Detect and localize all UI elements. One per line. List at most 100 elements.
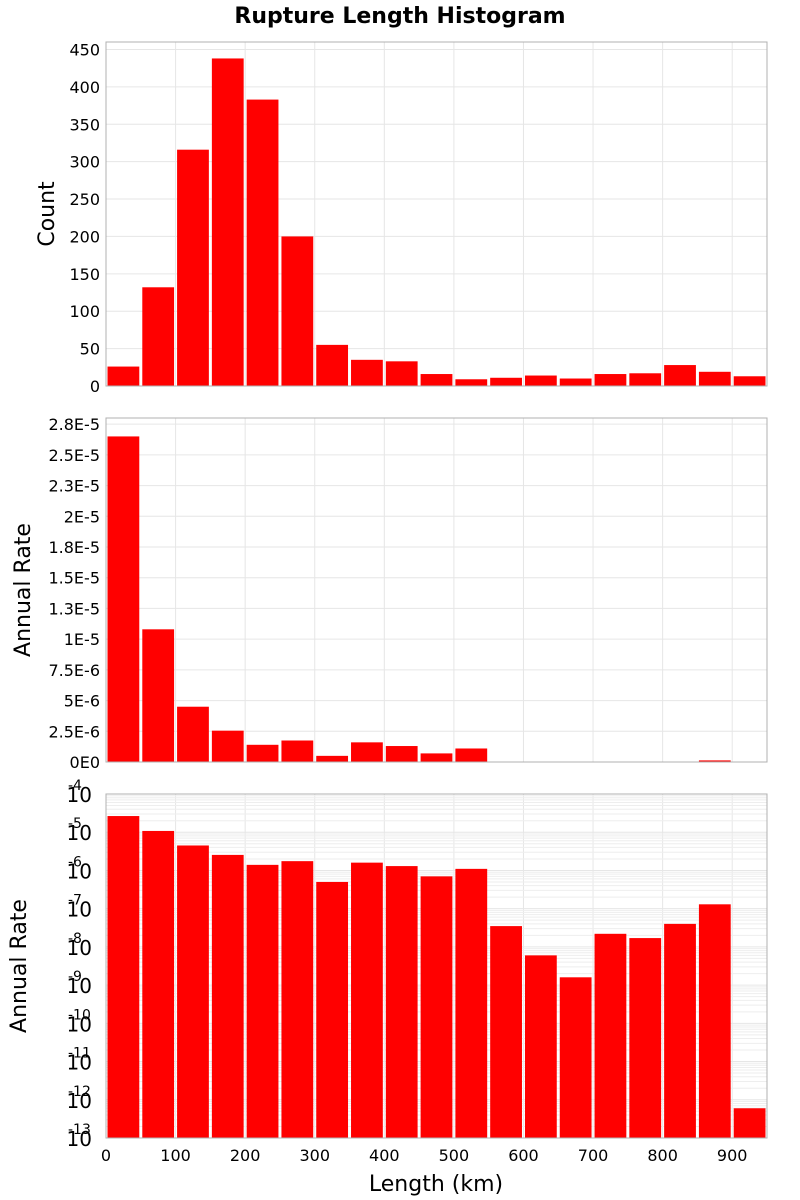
y-tick-label: 0: [90, 377, 100, 396]
y-tick-exponent: -8: [68, 931, 82, 947]
y-tick-label: 1.8E-5: [48, 538, 100, 557]
histogram-bar: [559, 378, 592, 386]
y-tick-label: 1.5E-5: [48, 569, 100, 588]
x-tick-label: 400: [369, 1146, 400, 1165]
histogram-bar: [455, 379, 488, 386]
plot-border: [105, 41, 768, 387]
y-tick-label: 2E-5: [64, 507, 100, 526]
y-tick-label: 350: [69, 115, 100, 134]
x-tick-label: 100: [160, 1146, 191, 1165]
y-tick-label: 2.5E-5: [48, 446, 100, 465]
y-tick-label: 10: [67, 936, 92, 960]
x-axis-ticks: 0 100 200 300 400 500 600 700 800 900: [101, 1146, 748, 1165]
y-axis-label: Annual Rate: [7, 899, 32, 1033]
histogram-bar: [177, 845, 209, 1138]
histogram-bar: [664, 365, 696, 386]
y-tick-label: 2.3E-5: [48, 477, 100, 496]
histogram-bar: [698, 760, 731, 762]
y-tick-exponent: -5: [68, 816, 82, 832]
y-axis-label: Annual Rate: [11, 523, 36, 657]
histogram-bar: [351, 742, 383, 762]
y-tick-label: 1E-5: [64, 630, 100, 649]
y-tick-label: 10: [67, 1127, 92, 1151]
y-tick-label: 400: [69, 78, 100, 97]
histogram-bar: [246, 864, 279, 1138]
y-tick-label: 10: [67, 1089, 92, 1113]
y-tick-label: 10: [67, 898, 92, 922]
y-tick-label: 10: [67, 974, 92, 998]
histogram-bar: [524, 375, 557, 386]
histogram-bar: [385, 746, 418, 762]
histogram-bar: [385, 866, 418, 1138]
x-tick-label: 600: [508, 1146, 539, 1165]
histogram-bar: [733, 1108, 766, 1138]
y-tick-label: 10: [67, 859, 92, 883]
histogram-bar: [281, 861, 314, 1138]
histogram-bar: [559, 977, 592, 1138]
y-tick-label: 150: [69, 265, 100, 284]
histogram-bar: [455, 748, 488, 762]
y-tick-label: 2.5E-6: [48, 722, 100, 741]
histogram-bar: [107, 366, 140, 386]
histogram-bar: [420, 374, 453, 386]
x-tick-label: 300: [299, 1146, 330, 1165]
histogram-bar: [142, 629, 175, 762]
y-tick-exponent: -4: [68, 778, 82, 794]
y-tick-label: 250: [69, 190, 100, 209]
y-tick-label: 10: [67, 1012, 92, 1036]
histogram-bar: [281, 740, 314, 762]
histogram-bar: [594, 374, 627, 386]
histogram-bar: [107, 436, 140, 762]
y-tick-label: 5E-6: [64, 692, 100, 711]
histogram-bar: [524, 955, 557, 1138]
x-tick-label: 200: [230, 1146, 261, 1165]
y-tick-label: 100: [69, 302, 100, 321]
annual-rate-linear-panel: 0E0 2.5E-6 5E-6 7.5E-6 1E-5 1.3E-5 1.5E-5 1.8E-…: [11, 415, 768, 772]
histogram-bar: [177, 706, 209, 762]
histogram-bar: [211, 730, 244, 762]
histogram-bar: [316, 881, 349, 1138]
histogram-bar: [211, 854, 244, 1138]
plot-border: [105, 417, 768, 763]
x-tick-label: 0: [101, 1146, 111, 1165]
plot-area: [106, 418, 767, 762]
y-tick-label: 2.8E-5: [48, 415, 100, 434]
histogram-bar: [351, 862, 383, 1138]
histogram-bar: [698, 371, 731, 386]
y-tick-label: 1.3E-5: [48, 599, 100, 618]
count-panel: 0 50 100 150 200 250 300 350 400 450 Count: [35, 40, 768, 396]
histogram-bar: [455, 868, 488, 1138]
histogram-bar: [211, 58, 244, 386]
y-tick-label: 7.5E-6: [48, 661, 100, 680]
histogram-bar: [142, 287, 175, 386]
y-tick-label: 10: [67, 821, 92, 845]
y-tick-label: 300: [69, 153, 100, 172]
histogram-bar: [664, 923, 696, 1138]
histogram-bar: [698, 904, 731, 1138]
annual-rate-log-panel: 10-1310-1210-1110-1010-910-810-710-610-5…: [7, 778, 768, 1151]
histogram-bar: [142, 830, 175, 1138]
x-tick-label: 500: [439, 1146, 470, 1165]
histogram-bar: [316, 755, 349, 762]
y-tick-label: 450: [69, 40, 100, 59]
histogram-bar: [351, 359, 383, 386]
x-axis-label: Length (km): [369, 1172, 503, 1197]
histogram-bar: [246, 99, 279, 386]
histogram-bar: [490, 926, 522, 1138]
histogram-bar: [490, 377, 522, 386]
x-tick-label: 700: [578, 1146, 609, 1165]
y-axis-label: Count: [35, 181, 60, 247]
y-tick-exponent: -13: [68, 1122, 91, 1138]
histogram-bar: [420, 876, 453, 1138]
x-tick-label: 900: [717, 1146, 748, 1165]
y-tick-label: 10: [67, 783, 92, 807]
y-tick-label: 10: [67, 1051, 92, 1075]
histogram-bar: [733, 376, 766, 386]
histogram-bar: [246, 744, 279, 762]
plot-border: [105, 793, 768, 1139]
histogram-bar: [316, 344, 349, 386]
y-tick-label: 200: [69, 227, 100, 246]
y-tick-label: 50: [80, 340, 100, 359]
x-tick-label: 800: [647, 1146, 678, 1165]
histogram-bar: [594, 933, 627, 1138]
